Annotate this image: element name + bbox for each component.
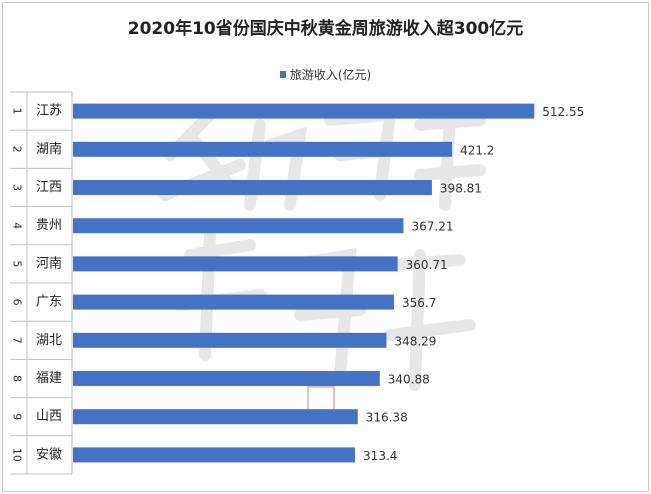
data-label: 398.81	[440, 182, 482, 196]
category-label: 福建	[36, 371, 62, 386]
data-label: 348.29	[394, 334, 436, 348]
data-label: 316.38	[366, 411, 408, 425]
bar	[73, 256, 398, 272]
rank-label: 4	[11, 222, 24, 229]
value-labels: 512.55 421.2 398.81 367.21 360.71 356.7 348.29…	[363, 105, 584, 463]
data-label: 421.2	[460, 143, 494, 157]
rank-label: 6	[11, 299, 24, 306]
category-label: 江西	[36, 180, 62, 195]
category-label: 贵州	[36, 218, 62, 233]
data-label: 512.55	[542, 105, 584, 119]
rank-label: 2	[11, 146, 24, 153]
bars	[73, 103, 535, 463]
category-axis: 1 江苏 2 湖南 3 江西 4 贵州 5 河南 6 广东 7 湖北 8 福建 9 山西 10 安徽	[10, 91, 73, 475]
data-label: 356.7	[402, 296, 436, 310]
rank-label: 1	[11, 108, 24, 115]
bar	[73, 103, 535, 119]
rank-label: 5	[11, 260, 24, 267]
data-label: 367.21	[411, 220, 453, 234]
chart-legend: 旅游收入(亿元)	[0, 66, 651, 83]
legend-label: 旅游收入(亿元)	[289, 68, 372, 82]
data-label: 340.88	[388, 373, 430, 387]
legend-swatch	[279, 71, 286, 78]
bar	[73, 447, 356, 463]
bar	[73, 218, 404, 234]
rank-label: 10	[11, 448, 24, 462]
data-label: 360.71	[406, 258, 448, 272]
bar	[73, 332, 387, 348]
category-label: 江苏	[36, 103, 62, 119]
bar	[73, 294, 395, 310]
rank-label: 9	[11, 413, 24, 420]
bar	[73, 141, 453, 157]
rank-label: 7	[11, 337, 24, 344]
bar	[73, 180, 432, 195]
rank-label: 3	[11, 184, 24, 191]
category-label: 湖南	[36, 141, 62, 157]
category-label: 湖北	[36, 333, 62, 348]
category-label: 安徽	[36, 447, 62, 462]
category-label: 广东	[36, 295, 62, 310]
chart-title: 2020年10省份国庆中秋黄金周旅游收入超300亿元	[127, 19, 524, 39]
data-label: 313.4	[363, 449, 397, 463]
category-label: 山西	[36, 409, 62, 424]
category-label: 河南	[36, 255, 62, 271]
bar	[73, 409, 358, 425]
rank-label: 8	[11, 375, 24, 382]
bar	[73, 371, 380, 386]
